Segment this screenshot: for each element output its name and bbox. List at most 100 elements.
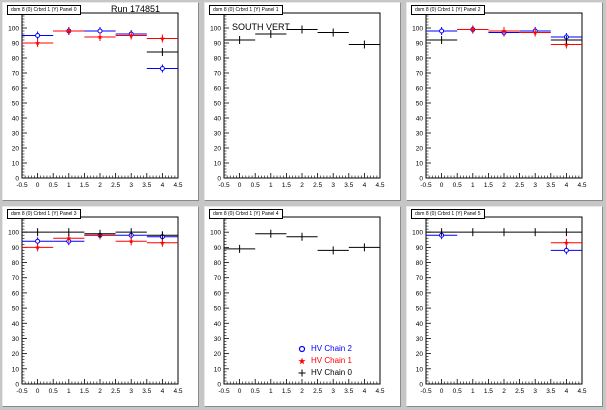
y-tick-label: 40: [214, 116, 222, 123]
data-point-plus: [224, 36, 256, 44]
x-tick-label: 4: [161, 388, 165, 395]
y-tick-label: 30: [214, 336, 222, 343]
y-tick-label: 40: [12, 116, 20, 123]
x-tick-label: 4: [363, 182, 367, 189]
y-tick-label: 20: [12, 351, 20, 358]
y-tick-label: 100: [8, 230, 19, 237]
data-point-circle: [22, 31, 54, 40]
y-tick-label: 70: [12, 71, 20, 78]
y-tick-label: 100: [412, 230, 423, 237]
data-point-plus: [519, 228, 551, 237]
y-tick-label: 60: [214, 290, 222, 297]
x-tick-label: 3.5: [142, 388, 151, 395]
y-tick-label: 90: [416, 245, 424, 252]
x-tick-label: 2.5: [111, 182, 120, 189]
data-point-star: [115, 237, 147, 246]
plot-svg: -0.5 0 0.5 1 1.5 2 2.5 3 3.5 4 4.50102030405060708…: [210, 12, 385, 189]
plot-svg: -0.5 0 0.5 1 1.5 2 2.5 3 3.5 4 4.50102030405060708…: [412, 12, 587, 189]
x-tick-label: 1.5: [282, 182, 291, 189]
x-tick-label: -0.5: [420, 182, 432, 189]
pad-title: dsm 8 (0) Crbrd 1 (Y) Panel 3: [7, 209, 81, 219]
circle-marker: [35, 238, 41, 244]
y-tick-label: 60: [416, 86, 424, 93]
x-tick-label: 1: [471, 388, 475, 395]
x-tick-label: 0.5: [251, 182, 260, 189]
x-tick-label: 1: [269, 388, 273, 395]
y-tick-label: 30: [12, 131, 20, 138]
x-tick-label: 1.5: [80, 182, 89, 189]
y-tick-label: 10: [12, 161, 20, 168]
y-tick-label: 40: [214, 321, 222, 328]
plot-svg: -0.5 0 0.5 1 1.5 2 2.5 3 3.5 4 4.50102030405060708…: [412, 216, 587, 395]
x-tick-label: 4.5: [173, 388, 182, 395]
x-tick-label: 2.5: [313, 388, 322, 395]
pad-title: dsm 8 (0) Crbrd 1 (Y) Panel 4: [209, 209, 283, 219]
x-tick-label: 1.5: [282, 388, 291, 395]
y-tick-label: 50: [416, 101, 424, 108]
data-point-star: [115, 31, 147, 40]
star-marker: [470, 26, 476, 32]
star-marker: [128, 32, 134, 38]
legend-item-chain0: HV Chain 0: [297, 367, 367, 379]
y-tick-label: 10: [214, 366, 222, 373]
y-tick-label: 80: [416, 260, 424, 267]
data-point-plus: [255, 30, 287, 38]
y-tick-label: 100: [412, 26, 423, 33]
pad-panel-3: -0.5 0 0.5 1 1.5 2 2.5 3 3.5 4 4.5 0 10 20 30 40 50 60 70 8…: [2, 206, 199, 407]
circle-marker: [35, 33, 41, 38]
x-tick-label: 3.5: [344, 388, 353, 395]
data-point-plus: [84, 229, 116, 238]
y-tick-label: 40: [12, 321, 20, 328]
data-point-star: [22, 243, 54, 252]
x-tick-label: 1: [269, 182, 273, 189]
star-marker: [159, 35, 165, 41]
x-tick-label: 2: [502, 388, 506, 395]
x-tick-label: 0: [440, 388, 444, 395]
y-tick-label: 10: [416, 366, 424, 373]
x-tick-label: 3: [129, 182, 133, 189]
y-tick-label: 0: [15, 382, 19, 389]
x-tick-label: 1: [67, 388, 71, 395]
x-tick-label: 4: [363, 388, 367, 395]
x-tick-label: 4: [161, 182, 165, 189]
x-tick-label: 0.5: [49, 388, 58, 395]
y-tick-label: 90: [214, 245, 222, 252]
pad-panel-4: -0.5 0 0.5 1 1.5 2 2.5 3 3.5 4 4.5 0 10 20 30 40 50 60 70 8…: [204, 206, 401, 407]
star-marker: [563, 41, 569, 47]
data-point-plus: [317, 28, 349, 37]
data-point-star: [519, 28, 551, 37]
x-tick-label: 0.5: [49, 182, 58, 189]
star-marker: [66, 235, 72, 241]
y-tick-label: 20: [214, 146, 222, 153]
y-tick-label: 70: [12, 275, 20, 282]
x-tick-label: 4.5: [577, 182, 586, 189]
data-point-plus: [146, 231, 178, 240]
x-tick-label: -0.5: [218, 182, 230, 189]
y-tick-label: 90: [416, 41, 424, 48]
x-tick-label: 1.5: [484, 182, 493, 189]
y-tick-label: 50: [416, 306, 424, 313]
x-tick-label: 2: [98, 388, 102, 395]
star-marker: [532, 29, 538, 35]
data-point-plus: [550, 36, 582, 44]
x-tick-label: 2.5: [111, 388, 120, 395]
x-tick-label: 3: [331, 388, 335, 395]
x-tick-label: 2.5: [515, 182, 524, 189]
data-point-star: [457, 25, 489, 34]
x-tick-label: 2.5: [313, 182, 322, 189]
data-point-circle: [22, 237, 54, 246]
x-tick-label: 3.5: [546, 388, 555, 395]
x-tick-label: 2: [300, 388, 304, 395]
y-tick-label: 50: [12, 101, 20, 108]
star-marker: [35, 244, 41, 250]
data-point-plus: [348, 40, 380, 49]
y-tick-label: 20: [214, 351, 222, 358]
data-point-plus: [146, 48, 178, 56]
y-tick-label: 90: [12, 41, 20, 48]
data-point-star: [22, 39, 54, 47]
data-point-plus: [53, 228, 85, 237]
circle-marker-icon: [298, 345, 306, 353]
y-tick-label: 90: [12, 245, 20, 252]
pad-title: dsm 8 (0) Crbrd 1 (Y) Panel 2: [411, 5, 485, 15]
pad-panel-5: -0.5 0 0.5 1 1.5 2 2.5 3 3.5 4 4.5 0 10 20 30 40 50 60 70 8…: [406, 206, 603, 407]
